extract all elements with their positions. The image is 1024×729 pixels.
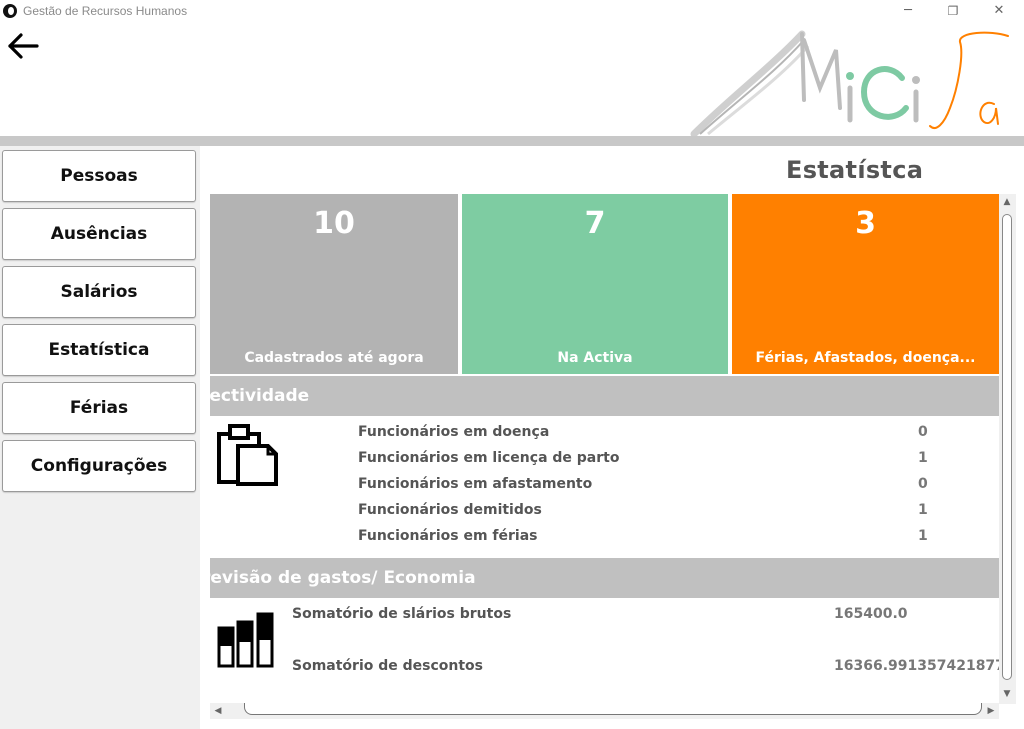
header-divider [0, 136, 1024, 146]
efetividade-label-doenca: Funcionários em doença [358, 424, 550, 440]
window-title: Gestão de Recursos Humanos [23, 4, 188, 18]
efetividade-value-demitidos: 1 [918, 502, 928, 518]
scroll-down-arrow-icon[interactable]: ▼ [1003, 689, 1011, 699]
section-title-efetividade: fectividade [210, 386, 310, 406]
restore-button[interactable]: ❐ [947, 4, 959, 18]
back-arrow-icon[interactable] [6, 29, 40, 63]
scroll-right-arrow-icon[interactable]: ▶ [987, 706, 995, 716]
gastos-label-salarios: Somatório de slários brutos [292, 606, 512, 622]
efetividade-label-afastamento: Funcionários em afastamento [358, 476, 593, 492]
efetividade-label-licenca: Funcionários em licença de parto [358, 450, 620, 466]
sidebar-item-estatistica[interactable]: Estatística [2, 324, 196, 376]
tile-absent: 3 Férias, Afastados, doença... [732, 194, 999, 374]
efetividade-value-afastamento: 0 [918, 476, 928, 492]
section-title-gastos: revisão de gastos/ Economia [210, 568, 476, 588]
statistics-panel: Estatístca 10 Cadastrados até agora 7 Na… [210, 146, 999, 701]
scroll-left-arrow-icon[interactable]: ◀ [214, 706, 222, 716]
clipboard-icon [217, 424, 278, 486]
app-icon [3, 4, 17, 18]
title-bar: Gestão de Recursos Humanos ─ ❐ ✕ [0, 0, 1024, 24]
tile-active: 7 Na Activa [462, 194, 728, 374]
sidebar-item-pessoas[interactable]: Pessoas [2, 150, 196, 202]
tile-registered-value: 10 [313, 206, 355, 241]
tile-absent-value: 3 [855, 206, 876, 241]
sidebar-item-salarios[interactable]: Salários [2, 266, 196, 318]
sidebar-item-ausencias[interactable]: Ausências [2, 208, 196, 260]
section-header-gastos: revisão de gastos/ Economia [210, 558, 999, 598]
efetividade-value-doenca: 0 [918, 424, 928, 440]
tile-absent-caption: Férias, Afastados, doença... [755, 350, 976, 366]
scroll-up-arrow-icon[interactable]: ▲ [1003, 197, 1011, 207]
tile-registered: 10 Cadastrados até agora [210, 194, 458, 374]
horizontal-scrollbar[interactable]: ◀ ▶ [210, 703, 999, 719]
vertical-scrollbar[interactable]: ▲ ▼ [999, 194, 1016, 704]
page-title: Estatístca [786, 156, 924, 184]
gastos-label-descontos: Somatório de descontos [292, 658, 484, 674]
gastos-value-descontos: 16366.991357421877 [834, 658, 999, 674]
micisa-logo [690, 30, 1009, 138]
section-header-efetividade: fectividade [210, 376, 999, 416]
minimize-button[interactable]: ─ [904, 3, 912, 18]
efetividade-value-ferias: 1 [918, 528, 928, 544]
bar-chart-icon [217, 612, 274, 668]
efetividade-value-licenca: 1 [918, 450, 928, 466]
sidebar: Pessoas Ausências Salários Estatística F… [0, 146, 200, 729]
efetividade-label-ferias: Funcionários em férias [358, 528, 538, 544]
sidebar-item-ferias[interactable]: Férias [2, 382, 196, 434]
horizontal-scroll-thumb[interactable] [244, 703, 982, 715]
vertical-scroll-thumb[interactable] [1002, 214, 1012, 680]
gastos-value-salarios: 165400.0 [834, 606, 908, 622]
efetividade-label-demitidos: Funcionários demitidos [358, 502, 542, 518]
close-button[interactable]: ✕ [993, 3, 1005, 18]
tile-registered-caption: Cadastrados até agora [244, 350, 424, 366]
tile-active-caption: Na Activa [557, 350, 633, 366]
sidebar-item-configuracoes[interactable]: Configurações [2, 440, 196, 492]
tile-active-value: 7 [584, 206, 606, 241]
